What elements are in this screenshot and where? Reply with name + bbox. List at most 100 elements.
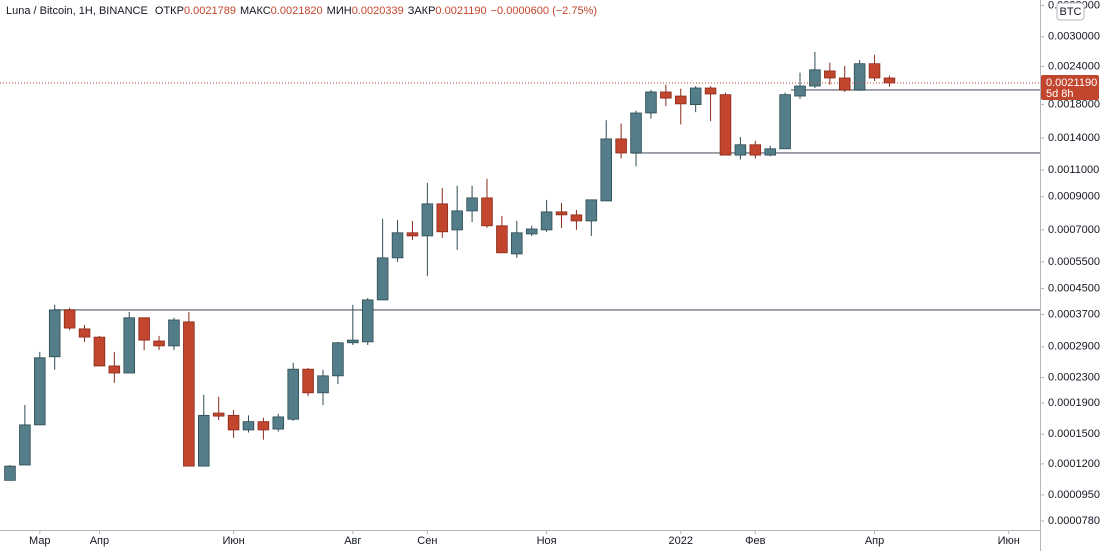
candle-body: [332, 342, 344, 377]
y-tick-label: 0.0024000: [1048, 60, 1100, 72]
candle-body: [824, 70, 836, 79]
candle-body: [838, 77, 851, 91]
candle-body: [391, 232, 404, 259]
y-tick-label: 0.0030000: [1048, 31, 1100, 43]
candle-body: [719, 94, 732, 156]
candle-body: [153, 340, 165, 347]
candle-body: [376, 257, 389, 301]
candle-body: [555, 211, 568, 216]
candle-body: [868, 63, 881, 79]
y-tick-label: 0.0004500: [1048, 282, 1100, 294]
candle-body: [585, 199, 598, 222]
y-tick-label: 0.0007000: [1048, 224, 1100, 236]
candle-body: [540, 211, 553, 231]
x-tick-label: Ноя: [537, 535, 557, 547]
x-tick-label: Сен: [417, 535, 437, 547]
candle-body: [466, 197, 478, 212]
price-label-value: 0.0021190: [1046, 77, 1097, 89]
candle-body: [183, 321, 195, 467]
y-tick-label: 0.0003700: [1048, 308, 1100, 320]
currency-badge: [1056, 2, 1085, 21]
candle-body: [704, 87, 717, 95]
legend-header: Luna / Bitcoin, 1H, BINANCE ОТКР0.002178…: [6, 5, 601, 17]
candle-body: [749, 144, 762, 156]
candle-body: [615, 138, 627, 154]
candle-body: [421, 203, 434, 237]
candle-body: [853, 63, 866, 91]
candle-body: [138, 317, 150, 341]
candle-body: [4, 465, 16, 481]
ohlc-label: МАКС: [239, 5, 271, 17]
candle-body: [496, 225, 508, 254]
currency-label: BTC: [1060, 6, 1082, 18]
price-label-box: [1041, 74, 1099, 100]
candle-body: [481, 197, 493, 227]
candle-body: [78, 328, 91, 338]
candle-body: [108, 365, 121, 374]
candle-body: [212, 412, 225, 417]
candle-body: [645, 91, 657, 114]
candle-body: [525, 228, 538, 235]
candle-body: [287, 368, 299, 420]
candle-body: [272, 416, 285, 430]
y-tick-label: 0.0000780: [1048, 515, 1100, 527]
price-label-countdown: 5d 8h: [1046, 88, 1074, 100]
y-tick-label: 0.0018000: [1048, 99, 1100, 111]
y-tick-label: 0.0002300: [1048, 371, 1100, 383]
y-tick-label: 0.0011000: [1048, 164, 1099, 176]
candle-body: [689, 87, 702, 106]
candle-body: [779, 94, 791, 150]
symbol-title: Luna / Bitcoin, 1H, BINANCE: [6, 5, 148, 17]
x-tick-label: Авг: [344, 535, 361, 547]
candle-body: [48, 309, 61, 358]
ohlc-label: ОТКР: [154, 5, 184, 17]
candle-body: [168, 319, 180, 347]
candle-body: [451, 210, 463, 231]
candle-body: [674, 95, 687, 105]
ohlc-label: ЗАКР: [407, 5, 436, 17]
ohlc-value: 0.0021789: [183, 5, 236, 17]
y-tick-label: 0.0005500: [1048, 256, 1100, 268]
candle-body: [19, 424, 31, 466]
candle-body: [317, 375, 329, 394]
change-value: −0.0000600 (−2.75%): [490, 5, 598, 17]
candle-body: [242, 421, 255, 431]
x-tick-label: Апр: [90, 535, 109, 547]
y-tick-label: 0.0001900: [1048, 397, 1100, 409]
ohlc-value: 0.0020339: [351, 5, 404, 17]
candle-body: [93, 336, 106, 367]
x-tick-label: Мар: [29, 535, 51, 547]
candle-body: [794, 85, 806, 97]
x-tick-label: 2022: [669, 535, 693, 547]
candle-body: [361, 299, 374, 343]
candle-body: [511, 232, 523, 255]
candle-body: [570, 214, 583, 222]
y-tick-label: 0.0014000: [1048, 132, 1100, 144]
candle-body: [227, 414, 240, 431]
ohlc-value: 0.0021820: [270, 5, 323, 17]
candle-body: [198, 414, 210, 467]
x-tick-label: Июн: [998, 535, 1020, 547]
candle-body: [600, 138, 612, 202]
y-tick-label: 0.0000950: [1048, 489, 1100, 501]
x-tick-label: Фев: [745, 535, 765, 547]
candle-body: [630, 112, 642, 154]
candle-body: [34, 357, 46, 426]
y-tick-label: 0.0001500: [1048, 428, 1100, 440]
y-tick-label: 0.0009000: [1048, 190, 1100, 202]
candle-body: [123, 317, 136, 374]
ohlc-value: 0.0021190: [435, 5, 487, 17]
candle-body: [302, 368, 314, 394]
candle-body: [764, 148, 776, 156]
candle-body: [347, 339, 359, 344]
candle-body: [257, 421, 270, 431]
x-tick-label: Апр: [865, 535, 884, 547]
candle-body: [63, 309, 76, 329]
y-tick-label: 0.0001200: [1048, 458, 1100, 470]
x-tick-label: Июн: [222, 535, 244, 547]
candle-body: [436, 203, 449, 233]
y-tick-label: 0.0002900: [1048, 341, 1100, 353]
candle-body: [883, 77, 896, 84]
